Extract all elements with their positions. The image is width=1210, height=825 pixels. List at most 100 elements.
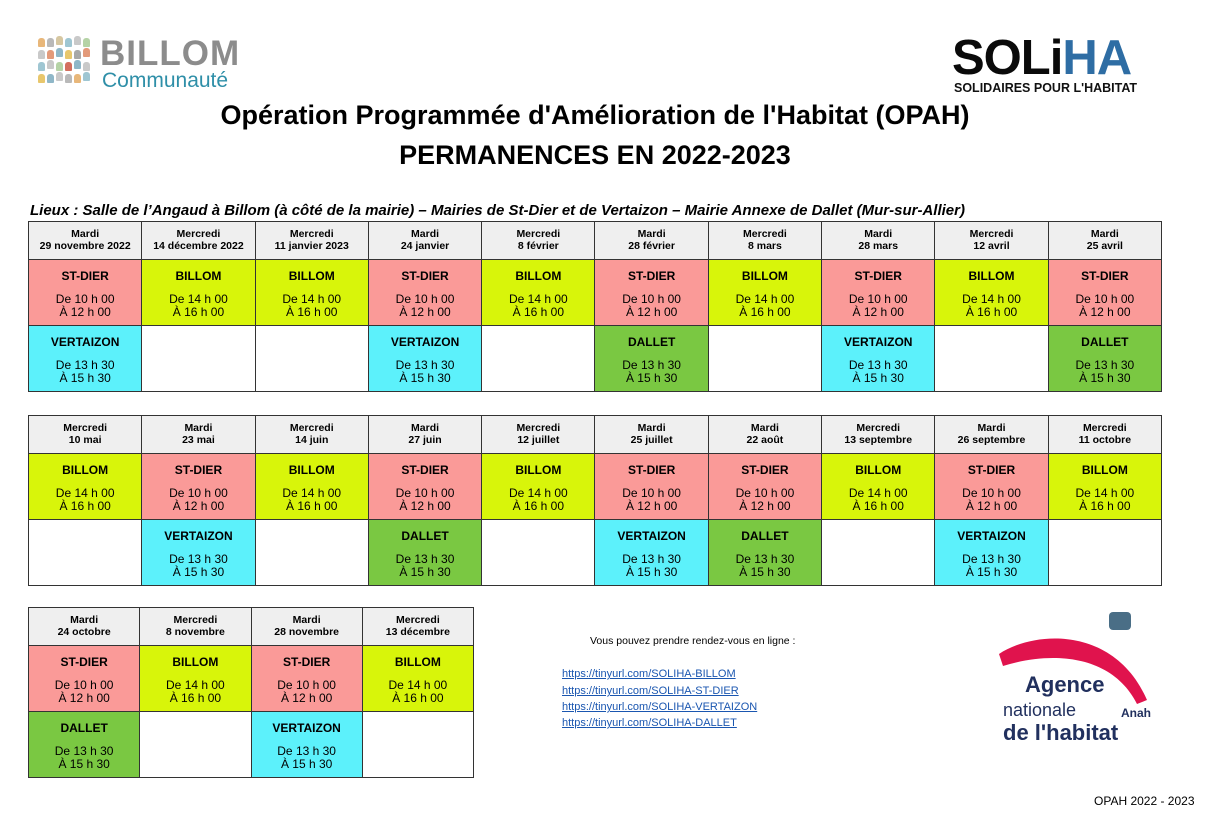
slot-start-time: De 14 h 00: [848, 486, 908, 500]
slot-start-time: De 14 h 00: [282, 292, 342, 306]
slot-start-time: De 14 h 00: [388, 678, 448, 692]
slot-cell-billom: BILLOM De 14 h 00 À 16 h 00: [361, 645, 475, 712]
slot-start-time: De 10 h 00: [622, 292, 681, 306]
slot-end-time: À 15 h 30: [625, 371, 678, 385]
date-label: 28 février: [628, 240, 675, 252]
slot-start-time: De 10 h 00: [962, 486, 1021, 500]
slot-end-time: À 16 h 00: [286, 499, 338, 513]
weekday-label: Mardi: [1090, 228, 1119, 240]
slot-location: ST-DIER: [627, 269, 676, 283]
booking-link-vertaizon[interactable]: https://tinyurl.com/SOLIHA-VERTAIZON: [562, 701, 758, 713]
slot-cell-st-dier: ST-DIER De 10 h 00 À 12 h 00: [27, 259, 143, 326]
date-header-cell: Mercredi 11 octobre: [1047, 415, 1163, 454]
anah-text-habitat: de l'habitat: [1003, 720, 1119, 745]
date-header-cell: Mercredi 14 juin: [254, 415, 369, 454]
slot-cell-vertaizon: VERTAIZON De 13 h 30 À 15 h 30: [594, 519, 709, 586]
date-label: 14 juin: [295, 434, 329, 446]
slot-location: ST-DIER: [741, 463, 789, 477]
slot-location: ST-DIER: [60, 655, 108, 669]
anah-text-agence: Agence: [1025, 672, 1105, 697]
slot-end-time: À 16 h 00: [1079, 499, 1131, 513]
slot-start-time: De 13 h 30: [395, 552, 455, 566]
slot-end-time: À 12 h 00: [399, 499, 451, 513]
slot-end-time: À 15 h 30: [172, 565, 225, 579]
slot-end-time: À 15 h 30: [739, 565, 791, 579]
schedule-table-3: Mardi 24 octobre Mercredi 8 novembre Mardi 28…: [27, 607, 475, 778]
date-header-cell: Mardi 23 mai: [141, 415, 256, 454]
slot-cell-billom: BILLOM De 14 h 00 À 16 h 00: [139, 645, 252, 712]
date-label: 13 décembre: [385, 626, 450, 638]
locations-line: Lieux : Salle de l’Angaud à Billom (à cô…: [30, 202, 965, 219]
slot-cell-st-dier: ST-DIER De 10 h 00 À 12 h 00: [594, 453, 709, 520]
afternoon-slot-row: VERTAIZON De 13 h 30 À 15 h 30 VERTAIZON De …: [27, 325, 1163, 392]
date-label: 27 juin: [408, 434, 442, 446]
slot-start-time: De 14 h 00: [55, 486, 115, 500]
slot-cell-st-dier: ST-DIER De 10 h 00 À 12 h 00: [821, 259, 936, 326]
slot-location: BILLOM: [172, 655, 219, 669]
slot-location: ST-DIER: [174, 463, 223, 477]
date-label: 24 octobre: [57, 626, 111, 638]
booking-link-st-dier[interactable]: https://tinyurl.com/SOLIHA-ST-DIER: [562, 685, 739, 697]
date-header-cell: Mercredi 8 mars: [707, 221, 823, 260]
date-label: 29 novembre 2022: [39, 240, 131, 252]
empty-slot-cell: [1047, 519, 1163, 586]
slot-cell-st-dier: ST-DIER De 10 h 00 À 12 h 00: [934, 453, 1049, 520]
billom-logo-name: BILLOM: [100, 34, 241, 73]
slot-end-time: À 16 h 00: [286, 305, 338, 319]
slot-start-time: De 13 h 30: [54, 744, 114, 758]
page-subtitle: PERMANENCES EN 2022-2023: [399, 140, 791, 170]
date-label: 26 septembre: [957, 434, 1026, 446]
header-row: Mardi 29 novembre 2022 Mercredi 14 décembre…: [27, 221, 1163, 260]
date-header-cell: Mardi 26 septembre: [934, 415, 1049, 454]
slot-start-time: De 13 h 30: [1075, 358, 1135, 372]
slot-location: BILLOM: [855, 463, 902, 477]
empty-slot-cell: [934, 325, 1049, 392]
date-header-cell: Mardi 29 novembre 2022: [27, 221, 143, 260]
weekday-label: Mardi: [70, 614, 99, 626]
anah-swoosh-icon: [999, 612, 1147, 704]
slot-start-time: De 14 h 00: [508, 486, 568, 500]
weekday-label: Mardi: [292, 614, 321, 626]
slot-location: ST-DIER: [1081, 269, 1129, 283]
booking-link-dallet[interactable]: https://tinyurl.com/SOLIHA-DALLET: [562, 717, 737, 729]
slot-end-time: À 15 h 30: [58, 757, 110, 771]
footer-label: OPAH 2022 - 2023: [1094, 794, 1195, 808]
date-header-cell: Mercredi 12 avril: [934, 221, 1049, 260]
slot-cell-billom: BILLOM De 14 h 00 À 16 h 00: [254, 259, 369, 326]
slot-start-time: De 13 h 30: [962, 552, 1021, 566]
slot-location: BILLOM: [741, 269, 788, 283]
empty-slot-cell: [481, 325, 596, 392]
date-header-cell: Mercredi 8 novembre: [139, 607, 252, 646]
slot-start-time: De 13 h 30: [55, 358, 115, 372]
morning-slot-row: BILLOM De 14 h 00 À 16 h 00 ST-DIER De 10 h …: [27, 453, 1163, 520]
weekday-label: Mercredi: [176, 228, 221, 240]
weekday-label: Mercredi: [1082, 422, 1127, 434]
empty-slot-cell: [141, 325, 256, 392]
slot-location: VERTAIZON: [272, 721, 341, 735]
slot-start-time: De 10 h 00: [848, 292, 908, 306]
slot-start-time: De 13 h 30: [395, 358, 455, 372]
anah-logo: Agence nationale Anah de l'habitat: [995, 608, 1165, 748]
date-label: 13 septembre: [844, 434, 913, 446]
slot-end-time: À 15 h 30: [399, 565, 451, 579]
date-label: 14 décembre 2022: [153, 240, 244, 252]
slot-cell-vertaizon: VERTAIZON De 13 h 30 À 15 h 30: [250, 711, 363, 778]
slot-end-time: À 12 h 00: [58, 691, 110, 705]
slot-end-time: À 15 h 30: [59, 371, 111, 385]
slot-location: DALLET: [60, 721, 108, 735]
billom-logo-subtitle: Communauté: [102, 69, 229, 92]
date-header-cell: Mercredi 13 septembre: [821, 415, 936, 454]
slot-cell-st-dier: ST-DIER De 10 h 00 À 12 h 00: [707, 453, 823, 520]
slot-end-time: À 15 h 30: [280, 757, 333, 771]
slot-start-time: De 10 h 00: [55, 292, 115, 306]
slot-start-time: De 13 h 30: [277, 744, 336, 758]
date-header-cell: Mardi 28 mars: [821, 221, 936, 260]
slot-end-time: À 12 h 00: [172, 499, 225, 513]
slot-start-time: De 10 h 00: [622, 486, 681, 500]
weekday-label: Mardi: [977, 422, 1006, 434]
slot-location: VERTAIZON: [844, 335, 913, 349]
slot-location: ST-DIER: [854, 269, 902, 283]
date-label: 8 novembre: [165, 626, 225, 638]
booking-link-billom[interactable]: https://tinyurl.com/SOLIHA-BILLOM: [562, 668, 736, 680]
date-label: 12 avril: [973, 240, 1010, 252]
